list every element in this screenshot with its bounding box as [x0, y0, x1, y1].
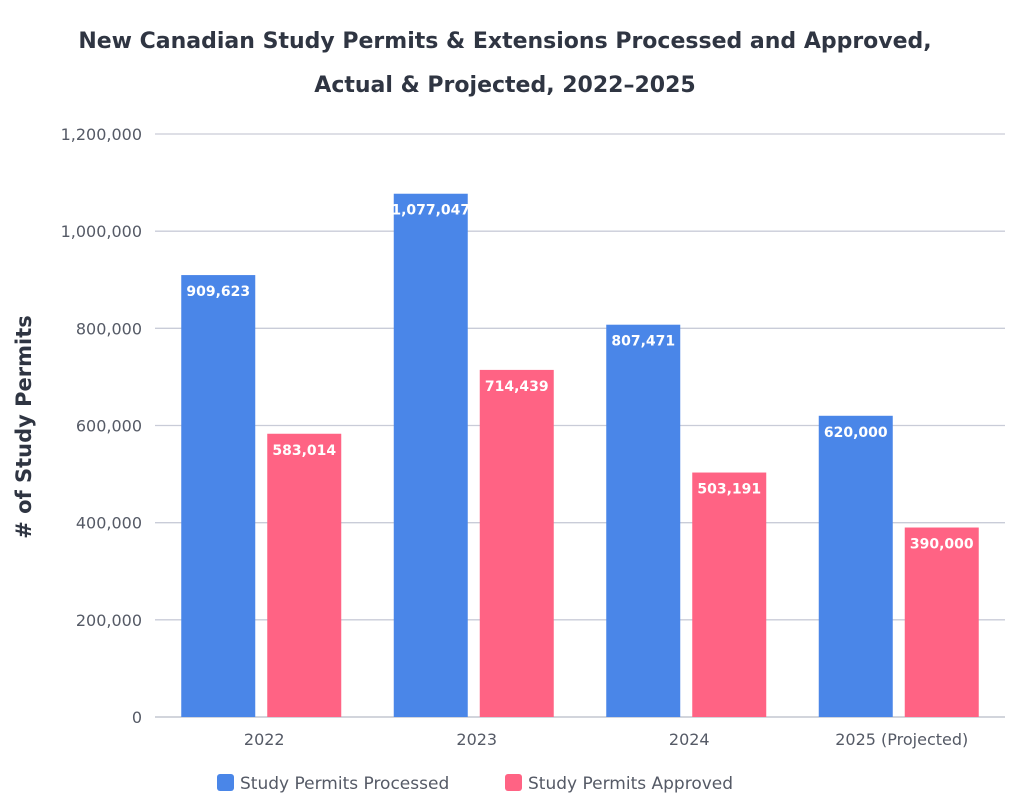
- bar-processed: [393, 193, 468, 717]
- y-tick-label: 1,000,000: [61, 222, 142, 241]
- x-tick-label: 2025 (Projected): [835, 730, 968, 749]
- y-tick-label: 1,200,000: [61, 125, 142, 144]
- x-axis-ticks: 2022 2023 2024 2025 (Projected): [244, 730, 968, 749]
- bar-processed: [606, 324, 681, 717]
- data-labels: 909,623 583,014 1,077,047 714,439 807,471 503…: [186, 203, 974, 553]
- y-tick-label: 600,000: [76, 417, 142, 436]
- legend: Study Permits Processed Study Permits App…: [217, 774, 733, 794]
- legend-swatch: [505, 774, 522, 791]
- bar-processed: [181, 275, 256, 717]
- y-tick-label: 400,000: [76, 514, 142, 533]
- data-label: 503,191: [697, 482, 761, 498]
- data-label: 583,014: [272, 443, 336, 459]
- data-label: 714,439: [485, 379, 549, 395]
- data-label: 620,000: [824, 425, 888, 441]
- y-tick-label: 800,000: [76, 319, 142, 338]
- data-label: 390,000: [910, 537, 974, 553]
- bar-approved: [267, 433, 342, 717]
- data-label: 807,471: [611, 334, 675, 350]
- bars: [181, 193, 979, 717]
- bar-approved: [692, 472, 767, 717]
- x-tick-label: 2023: [456, 730, 497, 749]
- bar-approved: [904, 527, 979, 717]
- chart-title-line-1: New Canadian Study Permits & Extensions …: [78, 29, 931, 54]
- bar-approved: [479, 369, 554, 717]
- x-tick-label: 2024: [669, 730, 710, 749]
- x-tick-label: 2022: [244, 730, 285, 749]
- y-tick-label: 200,000: [76, 611, 142, 630]
- data-label: 1,077,047: [391, 203, 470, 219]
- data-label: 909,623: [186, 284, 250, 300]
- bar-processed: [818, 415, 893, 717]
- y-axis-ticks: 0 200,000 400,000 600,000 800,000 1,000,000 1,…: [61, 125, 142, 727]
- legend-swatch: [217, 774, 234, 791]
- legend-label: Study Permits Processed: [240, 774, 449, 794]
- y-tick-label: 0: [132, 708, 142, 727]
- y-axis-label: # of Study Permits: [12, 315, 36, 539]
- chart-title-line-2: Actual & Projected, 2022–2025: [314, 73, 695, 98]
- legend-label: Study Permits Approved: [528, 774, 733, 794]
- chart-title: New Canadian Study Permits & Extensions …: [78, 29, 931, 98]
